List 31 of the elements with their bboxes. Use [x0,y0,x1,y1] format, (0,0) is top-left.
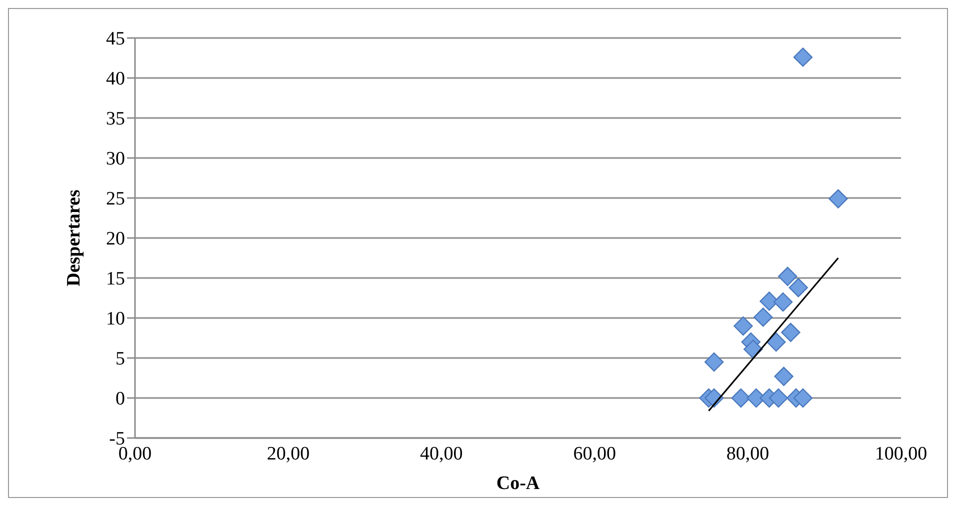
y-tick-label: 25 [106,188,125,210]
point [788,278,808,298]
x-tick-label: 40,00 [420,443,463,464]
y-tick-label: 40 [106,68,125,90]
x-tick-label: 100,00 [874,443,928,464]
point [734,316,753,336]
y-tick-label: 20 [106,228,125,250]
point [781,322,800,342]
x-tick-label: 80,00 [726,443,770,464]
x-axis-title: Co-A [496,473,540,494]
y-tick-label: 5 [116,348,125,370]
point [768,388,788,408]
y-tick-label: 15 [106,268,125,290]
y-tick-label: 30 [106,148,125,170]
y-tick-label: 45 [106,28,125,50]
point [766,332,786,352]
x-tick-label: 20,00 [266,443,310,464]
x-tick-label: 60,00 [573,443,616,464]
point [773,292,793,312]
point [793,388,813,408]
point [731,388,751,408]
point [704,352,724,372]
y-axis-title: Despertares [64,190,85,286]
y-tick-label: 35 [106,108,125,130]
point [754,308,773,327]
y-tick-label: 0 [116,388,125,410]
point [774,366,794,386]
y-tick-label: 10 [106,308,125,330]
point [793,48,813,67]
point [778,266,798,286]
point [828,189,848,208]
